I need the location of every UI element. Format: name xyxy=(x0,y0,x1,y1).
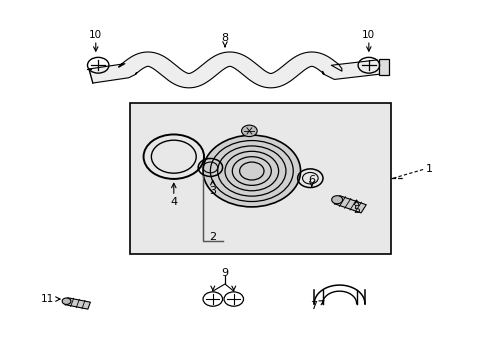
Circle shape xyxy=(62,298,71,305)
Text: 4: 4 xyxy=(170,197,177,207)
Circle shape xyxy=(203,135,300,207)
Text: 3: 3 xyxy=(209,186,216,196)
Text: 11: 11 xyxy=(41,294,54,304)
Text: 2: 2 xyxy=(209,232,216,242)
Circle shape xyxy=(241,125,257,136)
Text: 9: 9 xyxy=(221,268,228,278)
Text: 5: 5 xyxy=(352,206,360,216)
Bar xyxy=(130,103,390,253)
Text: 10: 10 xyxy=(89,30,102,40)
Polygon shape xyxy=(334,196,366,213)
Text: 7: 7 xyxy=(309,301,317,311)
Circle shape xyxy=(331,196,342,204)
Text: 6: 6 xyxy=(307,175,315,185)
Polygon shape xyxy=(89,52,379,88)
Polygon shape xyxy=(65,298,90,309)
Text: 10: 10 xyxy=(362,30,375,40)
Bar xyxy=(378,59,388,75)
Text: 8: 8 xyxy=(221,33,228,43)
Text: 1: 1 xyxy=(426,164,432,174)
